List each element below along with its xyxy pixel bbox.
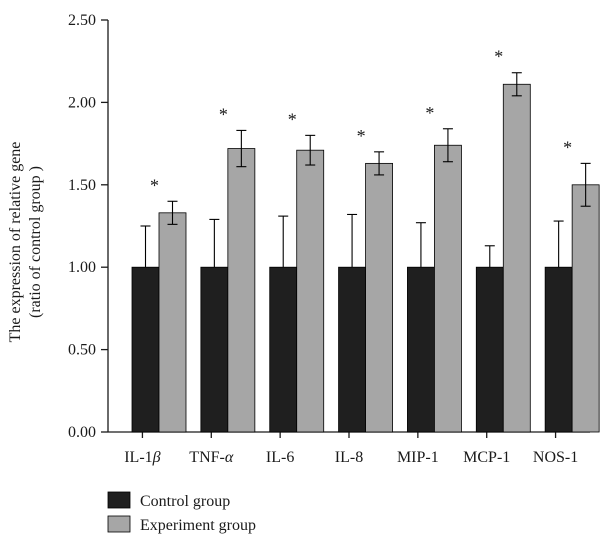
x-tick-label: IL-6	[266, 449, 294, 466]
bar-experiment	[158, 212, 187, 433]
legend-label-experiment: Experiment group	[140, 517, 256, 534]
bar-experiment	[571, 184, 600, 433]
bar-control	[269, 266, 298, 433]
y-tick-label: 2.00	[68, 94, 96, 111]
bar-control	[544, 266, 573, 433]
bar-control	[475, 266, 504, 433]
x-tick-label: NOS-1	[533, 449, 578, 466]
significance-star: *	[425, 103, 434, 123]
bar-control	[200, 266, 229, 433]
y-tick-label: 1.00	[68, 259, 96, 276]
error-bars	[140, 72, 591, 268]
legend-label-control: Control group	[140, 493, 230, 510]
bar-experiment	[365, 162, 393, 433]
significance-star: *	[288, 109, 297, 129]
legend: Control group Experiment group	[107, 491, 256, 534]
x-axis-ticks: IL-1β TNF-α IL-6 IL-8 MIP-1 MCP-1 NOS-1	[124, 432, 578, 466]
bar-control	[407, 266, 435, 433]
legend-swatch-control	[107, 491, 131, 509]
y-tick-label: 0.50	[68, 342, 96, 359]
significance-markers: * * * * * * *	[150, 47, 572, 196]
x-tick-label: IL-8	[335, 449, 363, 466]
y-axis-ticks: 0.00 0.50 1.00 1.50 2.00 2.50	[68, 12, 108, 441]
x-tick-label: MIP-1	[397, 449, 439, 466]
y-tick-label: 0.00	[68, 424, 96, 441]
bar-control	[131, 266, 160, 433]
bar-control	[338, 266, 366, 433]
bar-experiment	[296, 149, 325, 433]
y-axis-title: The expression of relative gene (ratio o…	[7, 142, 44, 343]
y-tick-label: 2.50	[68, 12, 96, 29]
x-tick-label: IL-1β	[124, 449, 160, 466]
significance-star: *	[150, 175, 159, 195]
bars	[131, 83, 600, 433]
significance-star: *	[219, 104, 228, 124]
y-tick-label: 1.50	[68, 177, 96, 194]
significance-star: *	[494, 47, 503, 67]
bar-experiment	[502, 83, 531, 433]
y-axis-title-line2: (ratio of control group )	[27, 166, 44, 318]
x-tick-label: TNF-α	[189, 449, 234, 466]
significance-star: *	[563, 137, 572, 157]
x-tick-label: MCP-1	[463, 449, 510, 466]
legend-swatch-experiment	[107, 515, 131, 533]
bar-experiment	[227, 148, 256, 433]
bar-experiment	[434, 144, 462, 433]
y-axis-title-line1: The expression of relative gene	[7, 142, 24, 343]
significance-star: *	[357, 126, 366, 146]
